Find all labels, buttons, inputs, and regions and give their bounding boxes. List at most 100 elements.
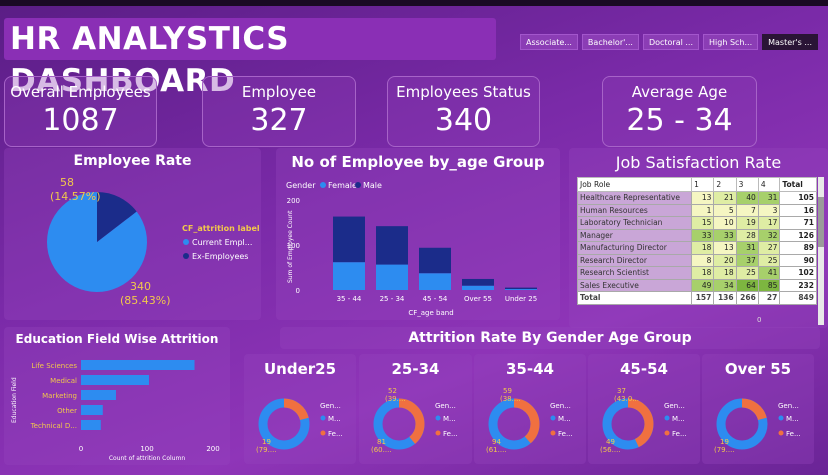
age-bars: [333, 216, 537, 290]
age-bar-male[interactable]: [419, 247, 451, 274]
age-xtick: 25 - 34: [380, 295, 405, 303]
donut-legend-female: Fe...: [786, 430, 801, 438]
donut-legend-dot-female: [664, 430, 670, 436]
slicer-bachelor[interactable]: Bachelor'...: [581, 34, 639, 50]
matrix-cell: 17: [757, 216, 781, 230]
education-chart: Education Field Life Sciences Medical Mark…: [11, 360, 220, 462]
matrix-row[interactable]: Manager 33 33 28 32 126: [576, 228, 817, 242]
slicer-associate[interactable]: Associate...: [520, 34, 578, 50]
matrix-header[interactable]: 1: [691, 177, 715, 192]
matrix-cell: 25: [735, 266, 759, 280]
kpi-employees-status: Employees Status 340: [387, 76, 540, 147]
age-bar-female[interactable]: [376, 264, 408, 290]
education-bar[interactable]: [81, 360, 195, 370]
matrix-role-cell: Manufacturing Director: [576, 241, 693, 255]
kpi-value: 25 - 34: [626, 103, 733, 138]
donut-segment-female[interactable]: [258, 398, 310, 450]
donut-bottom-pct: (61....: [486, 446, 507, 454]
slicer-doctoral[interactable]: Doctoral ...: [642, 34, 700, 50]
age-bar-female[interactable]: [333, 262, 365, 290]
age-legend-female: Female: [328, 181, 357, 190]
matrix-scrollbar-thumb[interactable]: [818, 197, 824, 247]
donut-bottom-value: 94: [492, 438, 501, 446]
donut-title: Over 55: [724, 360, 792, 378]
matrix-cell: 34: [713, 278, 737, 292]
donut-title: 35-44: [506, 360, 554, 378]
donut-legend-male: M...: [786, 415, 799, 423]
slicer-master[interactable]: Master's ...: [762, 34, 818, 50]
donut-segment-female[interactable]: [488, 398, 540, 450]
age-bar-female[interactable]: [419, 273, 451, 290]
age-bar-female[interactable]: [462, 285, 494, 290]
matrix-row[interactable]: Sales Executive 49 34 64 85 232: [576, 278, 817, 292]
donut-legend-title: Gen...: [320, 402, 341, 410]
slicer-high-school[interactable]: High Sch...: [703, 34, 759, 50]
matrix-row[interactable]: Research Scientist 18 18 25 41 102: [576, 266, 817, 280]
matrix-cell: 13: [691, 191, 715, 205]
matrix-cell: 8: [691, 253, 715, 267]
matrix-row[interactable]: Healthcare Representative 13 21 40 31 105: [576, 191, 817, 205]
donut-segment-female[interactable]: [373, 398, 425, 450]
employee-rate-chart: 58 (14.57%) 340 (85.43%) CF_attrition la…: [47, 176, 260, 307]
matrix-header[interactable]: 4: [757, 177, 781, 192]
donut-legend-dot-male: [778, 415, 784, 421]
education-bar[interactable]: [81, 375, 149, 385]
age-bar-male[interactable]: [333, 216, 365, 263]
education-category: Marketing: [42, 392, 77, 400]
donut-legend-dot-female: [435, 430, 441, 436]
education-bar[interactable]: [81, 390, 116, 400]
matrix-cell: 31: [757, 191, 781, 205]
kpi-value: 340: [434, 103, 493, 138]
education-ylabel: Education Field: [11, 377, 18, 423]
education-bar[interactable]: [81, 405, 103, 415]
matrix-row[interactable]: Research Director 8 20 37 25 90: [576, 253, 817, 267]
kpi-label: Employee: [241, 83, 317, 101]
matrix-cell: 33: [691, 228, 715, 242]
education-bars: Life Sciences Medical Marketing Other Techni…: [30, 360, 195, 430]
matrix-role-cell: Sales Executive: [576, 278, 693, 292]
age-bar-male[interactable]: [376, 226, 408, 265]
donut-top-pct: (43.0...: [614, 395, 639, 403]
donut-legend-title: Gen...: [435, 402, 456, 410]
matrix-role-cell: Research Director: [576, 253, 693, 267]
donut-segment-female[interactable]: [602, 398, 654, 450]
matrix-row[interactable]: Laboratory Technician 15 10 19 17 71: [576, 216, 817, 230]
age-bar-male[interactable]: [462, 278, 494, 286]
age-bar-male[interactable]: [505, 287, 537, 290]
edu-tick-200: 200: [206, 445, 219, 453]
donut-legend-title: Gen...: [550, 402, 571, 410]
matrix-row[interactable]: Manufacturing Director 18 13 31 27 89: [576, 241, 817, 255]
matrix-total-cell: 27: [757, 291, 781, 305]
pie-legend-ex: Ex-Employees: [192, 252, 248, 261]
age-legend-male: Male: [363, 181, 382, 190]
pie-slice-ex[interactable]: [97, 192, 137, 242]
age-group-title: No of Employee by_age Group: [291, 153, 545, 171]
education-panel: Education Field Wise Attrition: [4, 327, 230, 465]
matrix-row[interactable]: Human Resources 1 5 7 3 16: [576, 203, 817, 217]
donut-legend-male: M...: [328, 415, 341, 423]
matrix-row-total: 102: [779, 266, 817, 280]
matrix-header[interactable]: Job Role: [576, 177, 693, 192]
dashboard-title: HR ANALYSTICS DASHBOARD: [4, 18, 496, 99]
age-bar-female[interactable]: [505, 289, 537, 290]
donut-segment-female[interactable]: [716, 398, 768, 450]
donut-legend-female: Fe...: [558, 430, 573, 438]
pie-legend-current: Current Empl...: [192, 238, 252, 247]
matrix-total-cell: 157: [691, 291, 715, 305]
matrix-cell: 20: [713, 253, 737, 267]
gender-age-title-bar: Attrition Rate By Gender Age Group: [280, 327, 820, 349]
kpi-value: 1087: [42, 103, 119, 138]
education-bar[interactable]: [81, 420, 101, 430]
kpi-label: Average Age: [631, 83, 728, 101]
matrix-row-total: 16: [779, 203, 817, 217]
pie-slice-current[interactable]: [47, 192, 148, 292]
age-xtick: 45 - 54: [423, 295, 448, 303]
matrix-role-cell: Healthcare Representative: [576, 191, 693, 205]
matrix-header[interactable]: 2: [713, 177, 737, 192]
matrix-header[interactable]: Total: [779, 177, 817, 192]
donut-legend-dot-female: [320, 430, 326, 436]
matrix-header[interactable]: 3: [735, 177, 759, 192]
pie-label-current-pct: (85.43%): [120, 294, 171, 307]
matrix-scrollbar[interactable]: [818, 177, 824, 325]
matrix-cell: 15: [691, 216, 715, 230]
